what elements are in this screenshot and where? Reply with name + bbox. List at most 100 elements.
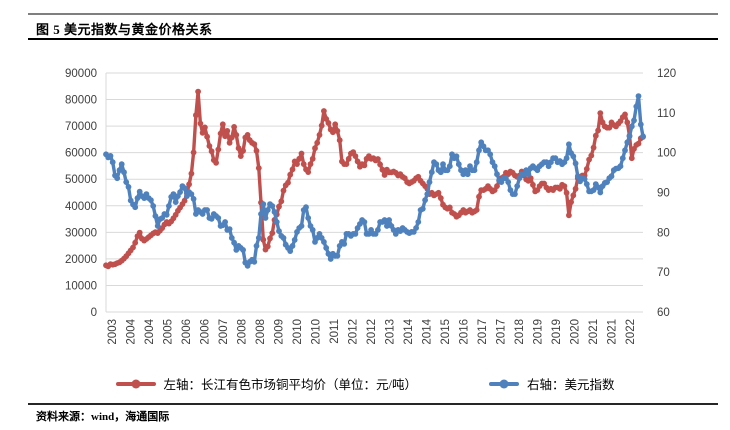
copper-price-series-marker <box>193 112 199 119</box>
copper-price-series-marker <box>307 161 314 167</box>
copper-price-series-marker <box>379 166 386 173</box>
usd-index-series-marker <box>298 223 305 229</box>
usd-index-series-marker <box>253 243 260 249</box>
usd-index-series-marker <box>321 239 327 245</box>
x-axis-tick-label: 2008 <box>237 319 249 345</box>
copper-price-series-marker <box>570 192 577 199</box>
copper-price-series-marker <box>264 243 271 250</box>
copper-price-series-marker <box>217 130 224 137</box>
copper-price-series-marker <box>251 141 258 148</box>
copper-price-series-marker <box>321 108 327 114</box>
usd-index-series-marker <box>258 211 264 217</box>
y-axis-left-tick-label: 40000 <box>65 201 97 213</box>
x-axis-tick-label: 2017 <box>477 319 489 345</box>
copper-price-series-marker <box>300 161 307 167</box>
copper-price-series-marker <box>345 155 352 162</box>
usd-index-series-marker <box>114 175 121 182</box>
copper-price-series-marker <box>199 129 206 136</box>
usd-index-series-marker <box>226 226 233 233</box>
usd-index-series-marker <box>626 133 633 140</box>
usd-index-series-marker <box>240 247 247 253</box>
y-axis-right-tick-label: 110 <box>657 108 675 120</box>
y-axis-left-tick-label: 80000 <box>65 95 97 107</box>
x-axis-tick-label: 2006 <box>200 319 212 345</box>
usd-index-series-marker <box>622 147 628 154</box>
usd-index-series-marker <box>375 227 381 233</box>
usd-index-series-marker <box>341 241 348 247</box>
usd-index-series-marker <box>123 179 130 186</box>
usd-index-series-marker <box>437 169 444 176</box>
usd-index-series-marker <box>334 252 341 259</box>
y-axis-right-tick-label: 120 <box>657 68 676 80</box>
usd-index-series-marker <box>455 161 462 168</box>
usd-index-series-marker <box>228 235 235 241</box>
usd-index-series-marker <box>289 243 296 249</box>
copper-price-series-marker <box>219 121 226 128</box>
usd-index-series-marker <box>291 237 298 243</box>
y-axis-left-tick-label: 70000 <box>65 121 97 133</box>
copper-price-series-marker <box>563 189 570 196</box>
copper-price-series-marker <box>204 133 211 140</box>
usd-index-series-marker <box>280 235 287 241</box>
usd-index-series-marker <box>264 207 271 213</box>
copper-price-series-marker <box>595 127 601 134</box>
x-axis-tick-label: 2014 <box>422 318 434 344</box>
usd-index-series-marker <box>208 215 215 222</box>
top-divider <box>28 13 718 15</box>
x-axis-tick-label: 2020 <box>570 319 582 345</box>
y-axis-right-tick-label: 80 <box>657 227 670 239</box>
copper-price-series-marker <box>224 128 231 134</box>
usd-index-series-marker <box>381 217 388 223</box>
copper-price-series-marker <box>590 144 597 151</box>
usd-index-series-marker <box>597 189 604 196</box>
usd-index-series-marker <box>440 161 446 168</box>
usd-index-series-marker <box>631 117 637 124</box>
copper-price-series-marker <box>206 143 213 149</box>
data-source-note: 资料来源：wind，海通国际 <box>36 411 170 423</box>
x-axis-tick-label: 2012 <box>366 319 378 345</box>
copper-price-series-marker <box>213 159 220 166</box>
usd-index-series-marker <box>271 209 278 215</box>
copper-price-series-marker <box>312 145 318 152</box>
x-axis-tick-label: 2010 <box>292 319 304 345</box>
usd-index-series-marker <box>428 169 435 176</box>
usd-index-series-marker <box>422 197 428 204</box>
legend-label-usd-index: 右轴：美元指数 <box>526 378 615 392</box>
figure-title: 图 5 美元指数与黄金价格关系 <box>36 22 213 37</box>
copper-price-series-marker <box>588 152 595 159</box>
copper-price-series-marker <box>296 155 303 162</box>
copper-price-series-marker <box>136 229 143 236</box>
x-axis-tick-label: 2019 <box>551 319 563 345</box>
copper-price-series-marker <box>334 128 341 134</box>
copper-price-series-marker <box>381 172 388 178</box>
y-axis-right-tick-label: 90 <box>657 188 670 200</box>
usd-index-series-marker <box>494 171 500 178</box>
copper-price-series-marker <box>318 122 325 129</box>
usd-index-series-marker <box>583 181 590 188</box>
usd-index-series-marker <box>269 203 276 209</box>
usd-index-series-marker <box>637 121 644 128</box>
copper-price-series-marker <box>280 187 287 194</box>
copper-price-series-marker <box>330 129 336 136</box>
usd-index-series-marker <box>134 195 141 202</box>
copper-price-series-marker <box>314 139 321 146</box>
legend-line-usd-icon <box>488 379 519 388</box>
copper-price-series-marker <box>530 181 536 188</box>
copper-price-series-marker <box>260 236 267 243</box>
usd-index-series-marker <box>384 223 390 229</box>
copper-price-series-marker <box>188 170 195 177</box>
usd-index-series-marker <box>581 176 588 182</box>
x-axis-tick-label: 2003 <box>107 319 119 345</box>
usd-index-series-marker <box>471 167 478 174</box>
copper-price-series-marker <box>476 193 482 200</box>
copper-price-series-marker <box>354 158 361 165</box>
copper-price-series-marker <box>435 189 442 196</box>
usd-index-series-marker <box>215 215 222 221</box>
usd-index-series-marker <box>273 219 280 225</box>
copper-price-series-marker <box>561 183 568 190</box>
usd-index-series-marker <box>413 225 419 231</box>
copper-price-series-marker <box>215 146 222 153</box>
y-axis-left-tick-label: 60000 <box>65 148 97 160</box>
legend-item-usd-index: 右轴：美元指数 <box>488 374 615 393</box>
copper-price-series-marker <box>276 203 282 210</box>
